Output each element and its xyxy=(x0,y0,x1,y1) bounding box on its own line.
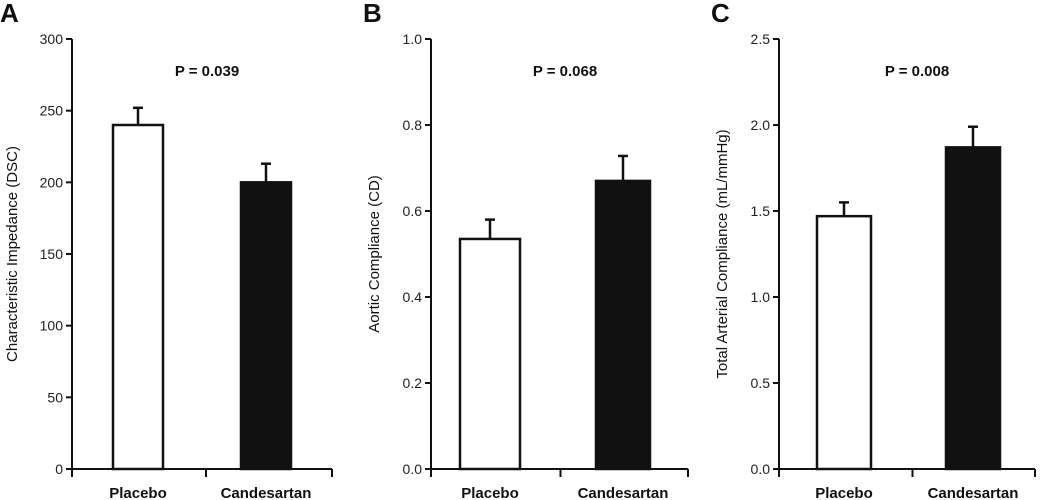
panel-b-y-tick-label: 0.2 xyxy=(403,375,423,391)
panel-b-y-tick-label: 0.4 xyxy=(403,289,423,305)
panel-c-category-label: Placebo xyxy=(815,485,873,500)
panel-a-y-axis-label: Characteristic Impedance (DSC) xyxy=(4,146,21,362)
panel-b-category-label: Placebo xyxy=(461,485,519,500)
panel-c-bar-candesartan xyxy=(944,146,1002,471)
panel-a-y-tick-label: 200 xyxy=(40,174,64,190)
panel-a-category-label: Candesartan xyxy=(221,485,312,500)
panel-b-y-tick-label: 0.0 xyxy=(403,461,423,477)
panel-b-y-tick-label: 0.6 xyxy=(403,203,423,219)
panel-a-category-label: Placebo xyxy=(109,485,167,500)
panel-c-y-tick-label: 2.0 xyxy=(751,117,771,133)
panel-b-category-label: Candesartan xyxy=(578,485,669,500)
panel-c-letter: C xyxy=(711,0,730,28)
panel-a-y-tick-label: 0 xyxy=(55,461,63,477)
panel-a-letter: A xyxy=(0,0,19,28)
panel-a-y-tick-label: 150 xyxy=(40,246,64,262)
panel-c-y-tick-label: 0.0 xyxy=(751,461,771,477)
panel-b-bar-candesartan xyxy=(594,179,652,471)
panel-b-bar-placebo xyxy=(458,237,522,471)
panel-a-y-tick-label: 100 xyxy=(40,318,64,334)
panel-c-y-axis-label: Total Arterial Compliance (mL/mmHg) xyxy=(714,129,731,378)
panel-b-letter: B xyxy=(363,0,382,28)
panel-c-p-value: P = 0.008 xyxy=(885,63,949,80)
panel-c-bar-placebo xyxy=(815,214,873,471)
panel-b: B P = 0.068 Aortic Compliance (CD) 0.0 0.… xyxy=(363,0,689,500)
panel-b-y-axis-label: Aortic Compliance (CD) xyxy=(366,175,383,333)
panel-c-category-label: Candesartan xyxy=(928,485,1019,500)
panel-c: C P = 0.008 Total Arterial Compliance (m… xyxy=(711,0,1036,500)
panel-b-p-value: P = 0.068 xyxy=(533,63,597,80)
panel-c-y-tick-label: 1.5 xyxy=(751,203,771,219)
panel-a-bar-candesartan xyxy=(239,181,293,471)
panel-a-p-value: P = 0.039 xyxy=(175,63,239,80)
panel-a-bar-placebo xyxy=(111,123,165,471)
panel-c-y-tick-label: 0.5 xyxy=(751,375,771,391)
panel-c-y-tick-label: 2.5 xyxy=(751,31,771,47)
panel-a: A P = 0.039 Characteristic Impedance (DS… xyxy=(0,0,333,500)
panel-a-y-tick-label: 50 xyxy=(47,389,63,405)
panel-b-y-tick-label: 0.8 xyxy=(403,117,423,133)
panel-a-y-tick-label: 300 xyxy=(40,31,64,47)
panel-c-y-tick-label: 1.0 xyxy=(751,289,771,305)
panel-b-y-tick-label: 1.0 xyxy=(403,31,423,47)
panel-a-y-tick-label: 250 xyxy=(40,103,64,119)
